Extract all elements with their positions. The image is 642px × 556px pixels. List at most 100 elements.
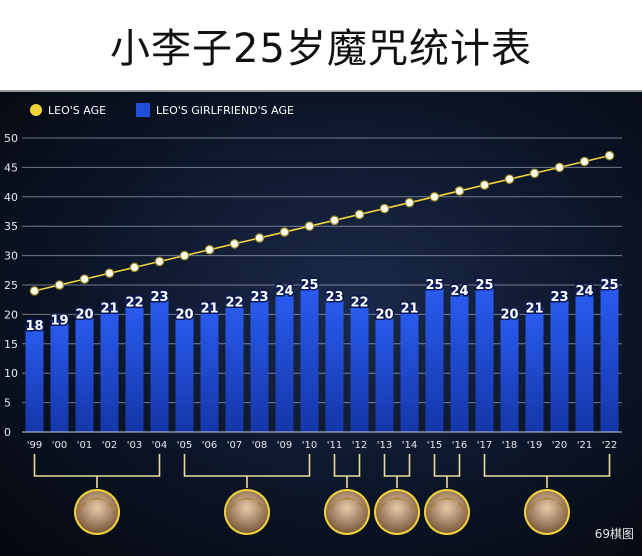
bar-value-label: 23: [325, 290, 343, 305]
bar: [100, 308, 119, 432]
line-point: [229, 239, 240, 249]
y-tick-label: 10: [4, 367, 18, 380]
avatar-hair: [428, 497, 466, 514]
avatar-hair: [378, 497, 416, 514]
bar: [425, 285, 444, 432]
y-axis: 0 5 10 15 20 25 30 35 40 45 50: [4, 132, 18, 439]
avatar-face: [526, 491, 568, 533]
bar: [25, 326, 44, 432]
girlfriend-avatar-icon: [224, 489, 270, 535]
bar-value-label: 25: [475, 278, 493, 293]
x-tick-label: '14: [402, 440, 417, 451]
bar: [575, 290, 594, 432]
x-tick-label: '06: [202, 440, 217, 451]
bar-value-label: 21: [200, 302, 218, 317]
bar-value-label: 25: [425, 278, 443, 293]
line-point: [504, 174, 515, 184]
x-tick-label: '11: [327, 440, 342, 451]
x-tick-label: '20: [552, 440, 567, 451]
line-series: [29, 150, 615, 296]
x-tick-label: '16: [452, 440, 467, 451]
avatar-face: [226, 491, 268, 533]
x-tick-label: '17: [477, 440, 492, 451]
bar-value-label: 22: [225, 296, 243, 311]
bar-value-label: 21: [525, 302, 543, 317]
x-tick-label: '02: [102, 440, 117, 451]
bar: [300, 285, 319, 432]
grid-lines: [22, 137, 622, 433]
line-point: [579, 156, 590, 167]
x-tick-label: '00: [52, 440, 67, 451]
legend: LEO'S AGE LEO'S GIRLFRIEND'S AGE: [30, 103, 294, 117]
y-tick-label: 50: [4, 132, 18, 145]
line-point: [254, 233, 265, 243]
bar: [350, 302, 369, 432]
y-tick-label: 0: [4, 426, 11, 439]
girlfriend-avatar-icon: [74, 489, 120, 535]
x-tick-label: '21: [577, 440, 592, 451]
bar-value-label: 23: [550, 290, 568, 305]
watermark: 69棋图: [594, 527, 634, 541]
legend-label-girlfriend: LEO'S GIRLFRIEND'S AGE: [156, 104, 294, 117]
line-point: [479, 180, 490, 190]
line-point: [279, 227, 290, 237]
x-tick-label: '08: [252, 440, 267, 451]
legend-label-leo: LEO'S AGE: [48, 104, 106, 117]
bar-value-label: 22: [350, 296, 368, 311]
bar: [275, 290, 294, 432]
line-point: [404, 197, 415, 208]
line-point: [204, 244, 215, 255]
x-tick-label: '04: [152, 440, 167, 451]
group-connectors: [33, 454, 611, 488]
x-tick-label: '12: [352, 440, 367, 451]
girlfriend-avatars: [74, 489, 570, 535]
line-point: [354, 209, 365, 220]
bar-value-label: 24: [450, 284, 468, 299]
avatar-hair: [228, 497, 266, 514]
y-tick-label: 40: [4, 191, 18, 204]
bar-value-label: 21: [100, 302, 118, 317]
x-tick-label: '13: [377, 440, 392, 451]
bar: [375, 314, 394, 432]
bar-value-label: 25: [300, 278, 318, 293]
title-banner: 小李子25岁魔咒统计表: [0, 0, 642, 92]
girlfriend-avatar-icon: [424, 489, 470, 535]
avatar-hair: [78, 497, 116, 514]
line-point: [129, 262, 140, 273]
line-point: [29, 286, 40, 296]
x-tick-label: '22: [602, 440, 617, 451]
girlfriend-avatar-icon: [324, 489, 370, 535]
x-tick-label: '10: [302, 440, 317, 451]
bar: [450, 290, 469, 432]
avatar-face: [326, 491, 368, 533]
bar: [225, 302, 244, 432]
bar: [200, 308, 219, 432]
bar-value-label: 21: [400, 302, 418, 317]
x-tick-label: '18: [502, 440, 517, 451]
bar-value-label: 20: [500, 307, 518, 322]
bar: [400, 308, 419, 432]
x-axis: '99 '00 '01 '02 '03 '04 '05 '06 '07 '08 '09 '10 '11 '…: [22, 431, 622, 451]
line-point: [304, 221, 315, 231]
bar: [325, 296, 344, 432]
bar: [475, 285, 494, 432]
legend-swatch-leo: [30, 104, 42, 116]
bar-value-label: 22: [125, 296, 143, 311]
y-tick-label: 25: [4, 279, 18, 292]
bar-value-label: 20: [75, 307, 93, 322]
bar: [500, 314, 519, 432]
avatar-face: [76, 491, 118, 533]
bar: [600, 285, 619, 432]
line-point: [454, 186, 465, 196]
avatar-hair: [328, 497, 366, 514]
y-tick-label: 35: [4, 220, 18, 233]
x-tick-label: '03: [127, 440, 142, 451]
age-chart: 0 5 10 15 20 25 30 35 40 45 50 18 19 20 21 22 23 20 21 22 2…: [0, 92, 642, 556]
avatar-hair: [528, 497, 566, 514]
chart-area: 0 5 10 15 20 25 30 35 40 45 50 18 19 20 21 22 23 20 21 22 2…: [0, 92, 642, 556]
girlfriend-avatar-icon: [374, 489, 420, 535]
line-point: [329, 215, 340, 226]
line-point: [179, 250, 190, 261]
x-tick-label: '15: [427, 440, 442, 451]
bar-value-label: 20: [175, 307, 193, 322]
